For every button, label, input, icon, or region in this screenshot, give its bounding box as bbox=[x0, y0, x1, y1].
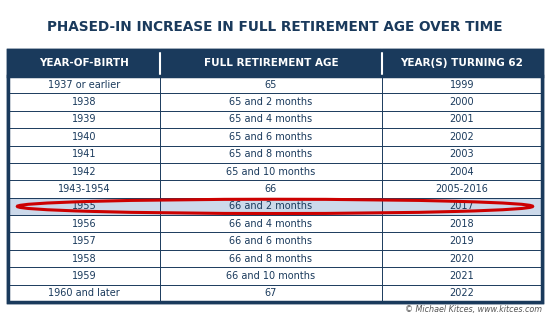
Text: 2017: 2017 bbox=[449, 201, 474, 212]
Text: 2001: 2001 bbox=[449, 115, 474, 124]
Text: 1955: 1955 bbox=[72, 201, 96, 212]
Text: 1943-1954: 1943-1954 bbox=[58, 184, 111, 194]
Text: 65 and 10 months: 65 and 10 months bbox=[227, 167, 316, 177]
Text: 1959: 1959 bbox=[72, 271, 96, 281]
Bar bbox=[8, 267, 542, 284]
Text: 1956: 1956 bbox=[72, 219, 96, 229]
Text: 66 and 10 months: 66 and 10 months bbox=[227, 271, 316, 281]
Text: 2021: 2021 bbox=[449, 271, 474, 281]
Bar bbox=[8, 50, 542, 302]
Text: 67: 67 bbox=[265, 288, 277, 298]
Text: 1941: 1941 bbox=[72, 149, 96, 159]
Text: 2004: 2004 bbox=[449, 167, 474, 177]
Text: 1957: 1957 bbox=[72, 236, 96, 246]
Bar bbox=[8, 180, 542, 198]
Text: 1937 or earlier: 1937 or earlier bbox=[48, 80, 120, 90]
Bar bbox=[8, 163, 542, 180]
Text: 65 and 4 months: 65 and 4 months bbox=[229, 115, 312, 124]
Text: 66: 66 bbox=[265, 184, 277, 194]
Bar bbox=[8, 93, 542, 111]
Text: 2005-2016: 2005-2016 bbox=[436, 184, 488, 194]
Text: 2022: 2022 bbox=[449, 288, 474, 298]
Text: 2000: 2000 bbox=[449, 97, 474, 107]
Text: 2019: 2019 bbox=[449, 236, 474, 246]
Bar bbox=[8, 250, 542, 267]
Text: 2003: 2003 bbox=[449, 149, 474, 159]
Text: 65 and 6 months: 65 and 6 months bbox=[229, 132, 312, 142]
Text: 66 and 4 months: 66 and 4 months bbox=[229, 219, 312, 229]
Bar bbox=[8, 128, 542, 146]
Text: 65 and 8 months: 65 and 8 months bbox=[229, 149, 312, 159]
Bar bbox=[8, 232, 542, 250]
Text: FULL RETIREMENT AGE: FULL RETIREMENT AGE bbox=[204, 58, 338, 68]
Text: 66 and 2 months: 66 and 2 months bbox=[229, 201, 312, 212]
Text: 1939: 1939 bbox=[72, 115, 96, 124]
Bar bbox=[8, 146, 542, 163]
Text: 66 and 6 months: 66 and 6 months bbox=[229, 236, 312, 246]
Text: 65: 65 bbox=[265, 80, 277, 90]
Text: 1999: 1999 bbox=[450, 80, 474, 90]
Text: 1960 and later: 1960 and later bbox=[48, 288, 120, 298]
Text: 66 and 8 months: 66 and 8 months bbox=[229, 253, 312, 264]
Text: 65 and 2 months: 65 and 2 months bbox=[229, 97, 312, 107]
Bar bbox=[8, 284, 542, 302]
Bar bbox=[8, 215, 542, 232]
Bar bbox=[8, 50, 542, 76]
Bar bbox=[8, 76, 542, 93]
Text: YEAR-OF-BIRTH: YEAR-OF-BIRTH bbox=[39, 58, 129, 68]
Bar bbox=[8, 198, 542, 215]
Text: 1942: 1942 bbox=[72, 167, 96, 177]
Text: © Michael Kitces, www.kitces.com: © Michael Kitces, www.kitces.com bbox=[405, 305, 542, 314]
Text: 2018: 2018 bbox=[449, 219, 474, 229]
Text: PHASED-IN INCREASE IN FULL RETIREMENT AGE OVER TIME: PHASED-IN INCREASE IN FULL RETIREMENT AG… bbox=[47, 20, 503, 34]
Text: 2002: 2002 bbox=[449, 132, 474, 142]
Text: 1940: 1940 bbox=[72, 132, 96, 142]
Bar bbox=[8, 50, 542, 302]
Text: YEAR(S) TURNING 62: YEAR(S) TURNING 62 bbox=[400, 58, 524, 68]
Text: 1938: 1938 bbox=[72, 97, 96, 107]
Text: 2020: 2020 bbox=[449, 253, 474, 264]
Text: 1958: 1958 bbox=[72, 253, 96, 264]
Bar bbox=[8, 111, 542, 128]
